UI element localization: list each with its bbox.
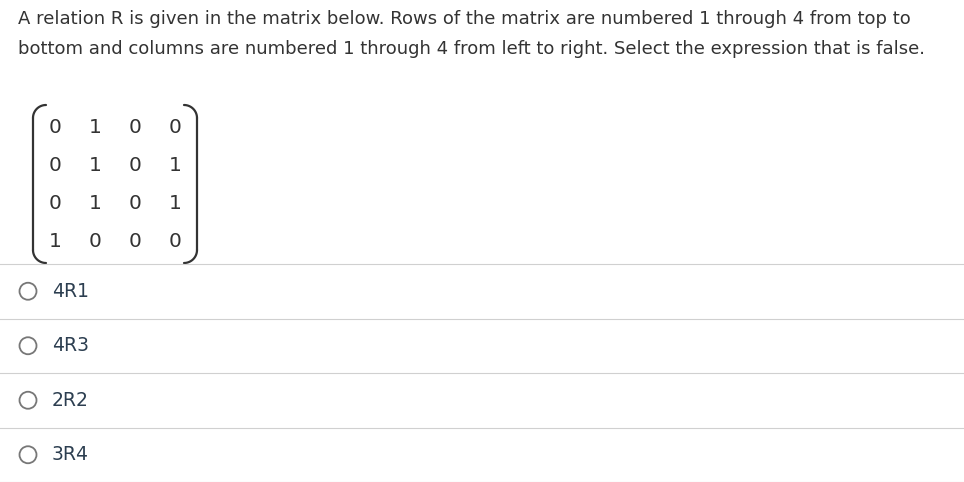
- Text: 0: 0: [128, 118, 142, 136]
- Text: 1: 1: [89, 156, 101, 174]
- Text: 2R2: 2R2: [52, 391, 89, 410]
- Text: 1: 1: [169, 193, 181, 213]
- Text: 1: 1: [48, 231, 62, 251]
- Text: 1: 1: [169, 156, 181, 174]
- Text: 1: 1: [89, 193, 101, 213]
- Text: 0: 0: [128, 156, 142, 174]
- Text: 0: 0: [128, 193, 142, 213]
- Text: 0: 0: [48, 193, 62, 213]
- Text: 0: 0: [89, 231, 101, 251]
- Text: 0: 0: [169, 118, 181, 136]
- Text: bottom and columns are numbered 1 through 4 from left to right. Select the expre: bottom and columns are numbered 1 throug…: [18, 40, 925, 58]
- Text: 0: 0: [128, 231, 142, 251]
- Text: 4R1: 4R1: [52, 282, 89, 301]
- Text: 0: 0: [48, 118, 62, 136]
- Text: A relation R is given in the matrix below. Rows of the matrix are numbered 1 thr: A relation R is given in the matrix belo…: [18, 10, 911, 28]
- Text: 0: 0: [169, 231, 181, 251]
- Text: 3R4: 3R4: [52, 445, 89, 464]
- Text: 0: 0: [48, 156, 62, 174]
- Text: 1: 1: [89, 118, 101, 136]
- Text: 4R3: 4R3: [52, 336, 89, 355]
